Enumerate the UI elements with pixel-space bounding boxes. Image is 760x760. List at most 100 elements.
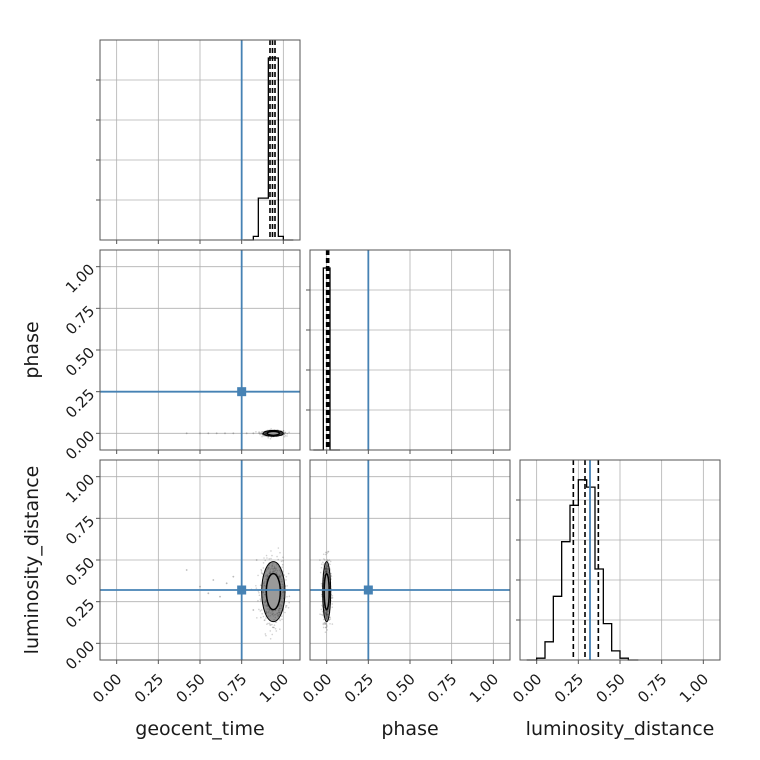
sample-point [261, 612, 264, 615]
sample-point [329, 563, 331, 566]
histogram-step [243, 57, 294, 241]
sample-point [215, 432, 218, 435]
sample-point [285, 606, 287, 609]
panel-frame [99, 249, 301, 451]
sample-point [324, 631, 327, 634]
sample-point [322, 614, 324, 617]
sample-point [286, 435, 288, 437]
sample-point [284, 611, 286, 614]
sample-point [324, 553, 327, 556]
sample-point [255, 430, 257, 433]
sample-point [258, 608, 260, 611]
sample-point [322, 618, 325, 621]
truth-marker [363, 585, 373, 595]
sample-point [324, 559, 326, 561]
sample-point [285, 605, 287, 607]
sample-point [282, 429, 285, 432]
sample-point [255, 587, 258, 589]
sample-point [326, 625, 328, 628]
sample-point [283, 435, 286, 438]
panel-frame [309, 249, 511, 451]
sample-point [330, 572, 332, 575]
x-axis-label-phase: phase [381, 718, 438, 740]
sample-point [331, 594, 334, 597]
scatter-panel-phase-vs-luminosity-distance [309, 459, 511, 664]
sample-point [270, 550, 272, 552]
sample-point [275, 621, 278, 623]
sample-point [276, 555, 278, 558]
sample-point [258, 431, 260, 433]
sample-point [262, 434, 265, 437]
y-axis-label-phase: phase [21, 321, 43, 378]
sample-point [273, 626, 275, 629]
sample-point [265, 554, 268, 557]
sample-point [185, 432, 188, 435]
sample-point [331, 603, 333, 605]
sample-point [261, 572, 264, 575]
sample-point [260, 570, 263, 572]
sample-point [286, 595, 288, 598]
panel-frame [309, 459, 511, 661]
sample-point [278, 618, 281, 620]
sample-point [287, 606, 290, 609]
sample-point [259, 584, 262, 587]
sample-point [245, 432, 248, 435]
panel-frame [99, 459, 301, 661]
sample-point [277, 547, 280, 549]
sample-point [260, 568, 262, 571]
sample-point [259, 432, 261, 435]
sample-point [255, 584, 257, 587]
sample-point [324, 551, 327, 554]
sample-point [283, 433, 286, 435]
sample-point [284, 434, 287, 437]
sample-point [261, 435, 263, 438]
sample-point [267, 622, 269, 625]
sample-point [327, 550, 330, 553]
sample-point [207, 592, 210, 595]
sample-point [328, 618, 331, 621]
sample-point [330, 575, 333, 578]
sample-point [256, 617, 258, 619]
sample-point [322, 622, 325, 625]
sample-point [319, 559, 321, 561]
sample-point [258, 432, 260, 434]
sample-point [322, 626, 325, 629]
sample-point [281, 615, 283, 617]
sample-point [260, 432, 263, 435]
histogram-panel-geocent-time [96, 39, 301, 244]
sample-point [326, 629, 329, 631]
sample-point [258, 594, 261, 597]
sample-point [281, 563, 284, 566]
x-axis-labels: geocent_time phase luminosity_distance [135, 718, 714, 740]
sample-point [225, 582, 228, 585]
sample-point [331, 623, 334, 625]
sample-point [275, 630, 278, 632]
sample-point [257, 599, 259, 602]
sample-point [260, 616, 262, 619]
sample-point [261, 433, 264, 436]
sample-point [207, 432, 210, 435]
sample-point [321, 604, 323, 607]
sample-point [280, 560, 283, 563]
sample-point [268, 622, 271, 625]
sample-point [321, 610, 324, 613]
sample-point [261, 431, 263, 433]
sample-point [323, 558, 325, 560]
sample-point [267, 437, 269, 439]
scatter-panel-geocent-time-vs-luminosity-distance [96, 459, 301, 664]
sample-point [283, 574, 285, 576]
sample-point [259, 598, 262, 600]
sample-point [255, 559, 258, 561]
sample-point [259, 599, 262, 602]
sample-point [272, 626, 275, 629]
sample-point [322, 561, 324, 564]
sample-point [265, 617, 267, 619]
sample-point [288, 595, 291, 598]
sample-point [281, 618, 283, 621]
panel-frame [519, 459, 721, 661]
sample-point [286, 585, 288, 587]
sample-point [287, 572, 290, 575]
sample-point [199, 432, 201, 435]
contour-inner [265, 572, 282, 611]
sample-point [320, 608, 323, 611]
